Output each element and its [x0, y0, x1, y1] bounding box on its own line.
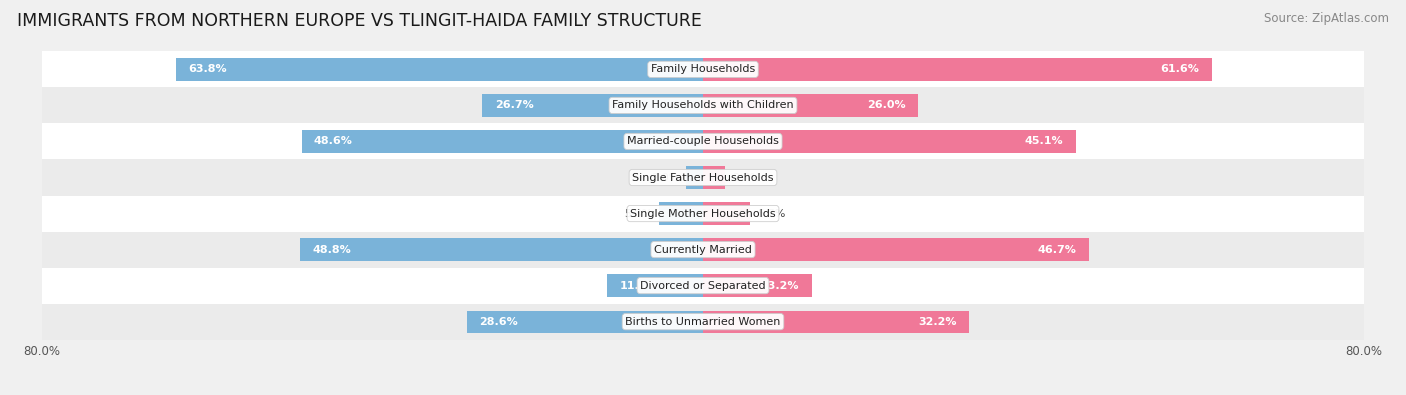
Bar — [659, 202, 703, 225]
Text: 5.3%: 5.3% — [624, 209, 652, 218]
Bar — [686, 166, 703, 189]
Text: 48.8%: 48.8% — [312, 245, 352, 255]
Text: 45.1%: 45.1% — [1025, 136, 1063, 147]
Bar — [42, 51, 1364, 87]
Text: Currently Married: Currently Married — [654, 245, 752, 255]
Text: 26.7%: 26.7% — [495, 100, 534, 111]
Text: 48.6%: 48.6% — [314, 136, 353, 147]
Bar — [467, 310, 703, 333]
Bar — [703, 130, 1076, 152]
Text: Married-couple Households: Married-couple Households — [627, 136, 779, 147]
Text: Single Mother Households: Single Mother Households — [630, 209, 776, 218]
Bar — [42, 87, 1364, 123]
Bar — [176, 58, 703, 81]
Bar — [703, 58, 1212, 81]
Text: 2.7%: 2.7% — [733, 173, 761, 182]
Text: Family Households with Children: Family Households with Children — [612, 100, 794, 111]
Bar — [703, 202, 749, 225]
Bar — [301, 130, 703, 152]
Bar — [703, 166, 725, 189]
Bar — [482, 94, 703, 117]
Text: Source: ZipAtlas.com: Source: ZipAtlas.com — [1264, 12, 1389, 25]
Text: 32.2%: 32.2% — [918, 317, 956, 327]
Bar — [42, 304, 1364, 340]
Text: Divorced or Separated: Divorced or Separated — [640, 280, 766, 291]
Text: IMMIGRANTS FROM NORTHERN EUROPE VS TLINGIT-HAIDA FAMILY STRUCTURE: IMMIGRANTS FROM NORTHERN EUROPE VS TLING… — [17, 12, 702, 30]
Text: 28.6%: 28.6% — [479, 317, 517, 327]
Bar — [703, 310, 969, 333]
Text: 63.8%: 63.8% — [188, 64, 226, 74]
Text: Family Households: Family Households — [651, 64, 755, 74]
Text: 11.6%: 11.6% — [620, 280, 658, 291]
Bar — [42, 268, 1364, 304]
Bar — [703, 239, 1088, 261]
Bar — [42, 196, 1364, 231]
Bar — [703, 275, 813, 297]
Bar — [42, 160, 1364, 196]
Text: 61.6%: 61.6% — [1160, 64, 1199, 74]
Text: 46.7%: 46.7% — [1038, 245, 1077, 255]
Bar — [299, 239, 703, 261]
Text: 2.0%: 2.0% — [651, 173, 681, 182]
Bar — [42, 123, 1364, 160]
Text: 13.2%: 13.2% — [761, 280, 800, 291]
Bar — [607, 275, 703, 297]
Text: 26.0%: 26.0% — [866, 100, 905, 111]
Text: Single Father Households: Single Father Households — [633, 173, 773, 182]
Bar — [42, 231, 1364, 268]
Text: Births to Unmarried Women: Births to Unmarried Women — [626, 317, 780, 327]
Bar — [703, 94, 918, 117]
Text: 5.7%: 5.7% — [756, 209, 785, 218]
